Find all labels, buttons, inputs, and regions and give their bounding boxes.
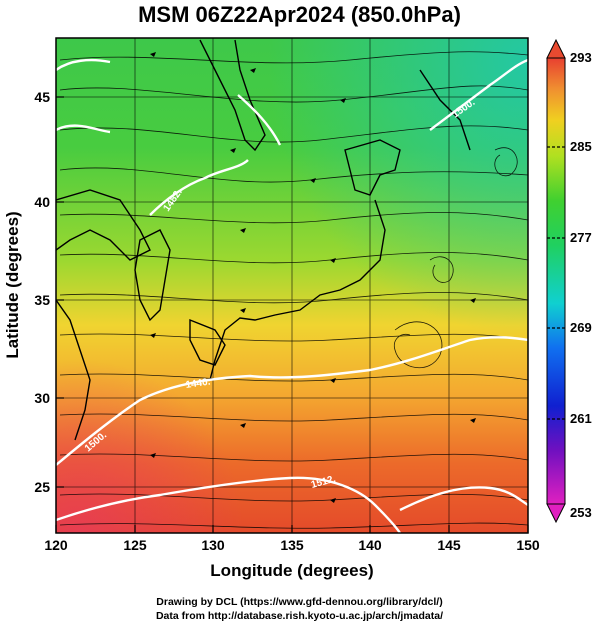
- x-tick-label: 145: [437, 537, 461, 553]
- colorbar-tick-label: 253: [570, 505, 592, 520]
- colorbar-tick-label: 285: [570, 139, 592, 154]
- data-credit: Data from http://database.rish.kyoto-u.a…: [155, 610, 444, 622]
- y-axis-label: Latitude (degrees): [3, 211, 22, 358]
- colorbar-tick-label: 293: [570, 50, 592, 65]
- wind-streamlines: [59, 51, 528, 529]
- x-tick-label: 130: [201, 537, 225, 553]
- y-tick-labels: 25 30 35 40 45: [34, 89, 50, 495]
- colorbar: 293 285 277 269 261 253: [546, 38, 592, 524]
- colorbar-tick-label: 261: [570, 411, 592, 426]
- wind-arrowheads: [150, 52, 476, 503]
- coastlines: [56, 39, 471, 441]
- axis-tick-marks: [55, 96, 529, 533]
- drawing-credit: Drawing by DCL (https://www.gfd-dennou.o…: [156, 596, 443, 608]
- y-tick-label: 35: [34, 292, 50, 308]
- lat-lon-grid: [56, 38, 528, 533]
- colorbar-tick-label: 277: [570, 230, 592, 245]
- x-tick-labels: 120 125 130 135 140 145 150: [44, 537, 540, 553]
- y-tick-label: 45: [34, 89, 50, 105]
- map-title: MSM 06Z22Apr2024 (850.0hPa): [138, 2, 461, 27]
- x-tick-label: 140: [358, 537, 382, 553]
- x-axis-label: Longitude (degrees): [210, 561, 373, 580]
- colorbar-scale: [546, 57, 566, 505]
- colorbar-bottom-arrow: [546, 503, 566, 524]
- colorbar-top-arrow: [546, 38, 566, 59]
- colorbar-tick-label: 269: [570, 320, 592, 335]
- x-tick-label: 120: [44, 537, 68, 553]
- temperature-field: 1482. 1440. 1500. 1512. 1500.: [56, 38, 528, 533]
- height-contours: [56, 58, 528, 533]
- contour-label: 1440.: [185, 377, 212, 391]
- y-tick-label: 25: [34, 479, 50, 495]
- x-tick-label: 135: [280, 537, 304, 553]
- x-tick-label: 150: [516, 537, 540, 553]
- x-tick-label: 125: [123, 537, 147, 553]
- y-tick-label: 30: [34, 390, 50, 406]
- y-tick-label: 40: [34, 194, 50, 210]
